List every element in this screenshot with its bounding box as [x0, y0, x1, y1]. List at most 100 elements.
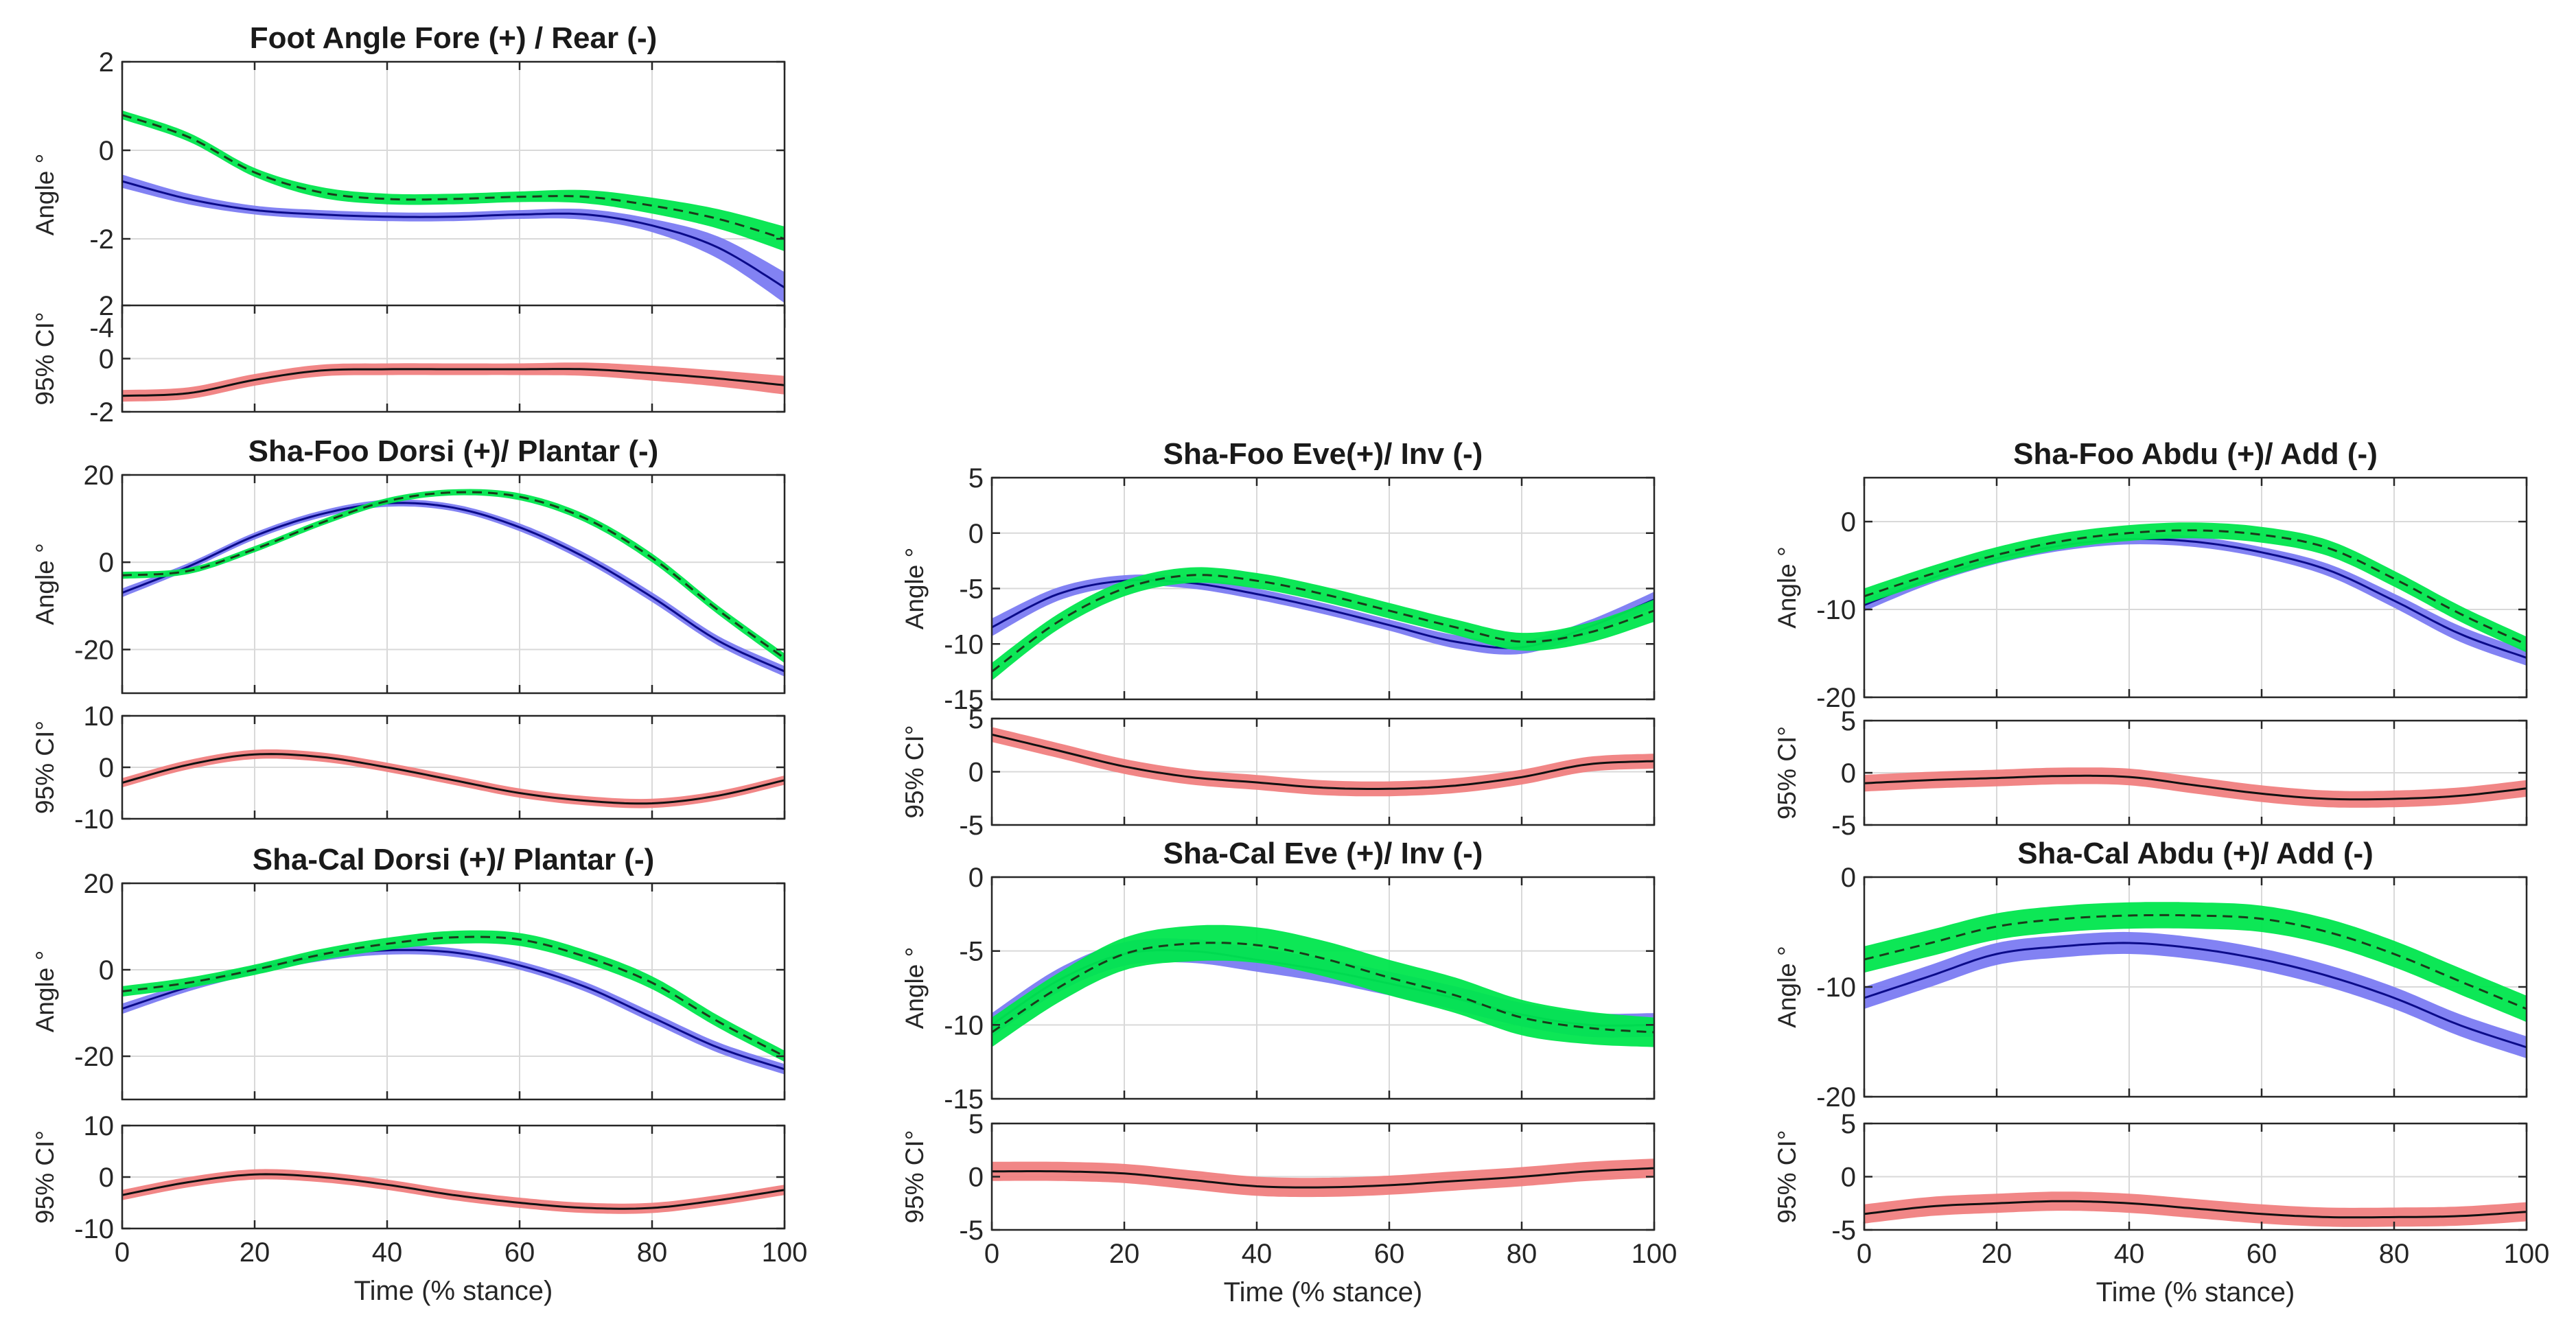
y-tick-label: -2 — [89, 397, 114, 428]
y-axis-label: Angle ° — [31, 154, 59, 236]
y-tick-label: -10 — [944, 629, 984, 660]
y-tick-label: 5 — [968, 463, 984, 493]
line-sha-foo-abdu-ci-0 — [1864, 774, 2527, 801]
panel-sha-foo-abdu-ci: -5 0 5 95% CI° — [1773, 706, 2528, 841]
y-tick-label: -20 — [1816, 1082, 1856, 1113]
y-tick-label: -10 — [74, 1214, 114, 1244]
y-tick-label: -15 — [944, 685, 984, 715]
y-axis-label: Angle ° — [1773, 546, 1801, 629]
x-tick-label: 100 — [1632, 1239, 1678, 1269]
band-sha-cal-dorsi-ci-0 — [122, 1169, 785, 1214]
line-foot-angle-ci-0 — [122, 368, 785, 397]
y-tick-label: -5 — [1831, 1215, 1856, 1246]
panel-sha-foo-dorsi-ci: -10 0 10 95% CI° — [31, 701, 786, 835]
x-tick-label: 40 — [1242, 1239, 1273, 1269]
x-axis-label: Time (% stance) — [1224, 1277, 1423, 1307]
y-tick-label: 0 — [968, 863, 984, 893]
x-tick-label: 0 — [1857, 1239, 1872, 1269]
y-tick-label: 0 — [99, 1163, 114, 1193]
y-axis-label: 95% CI° — [31, 1130, 59, 1224]
y-axis-label: Angle ° — [901, 548, 929, 630]
y-tick-label: -20 — [74, 635, 114, 665]
y-axis-label: 95% CI° — [31, 312, 59, 405]
axes-frame — [990, 876, 1656, 1100]
y-tick-label: 0 — [968, 758, 984, 788]
y-tick-label: 5 — [968, 1109, 984, 1139]
y-tick-label: 0 — [99, 955, 114, 986]
panel-foot-angle-ci: -2 0 2 95% CI° — [31, 291, 786, 428]
panel-sha-foo-eve-ci: -5 0 5 95% CI° — [901, 704, 1656, 841]
x-tick-label: 60 — [1374, 1239, 1405, 1269]
y-tick-label: 5 — [1841, 706, 1856, 736]
plot-area — [1864, 478, 2527, 697]
y-tick-label: -20 — [74, 1042, 114, 1072]
x-tick-label: 80 — [2379, 1239, 2410, 1269]
x-tick-label: 20 — [1109, 1239, 1140, 1269]
panel-title: Sha-Foo Abdu (+)/ Add (-) — [2013, 437, 2378, 471]
plot-area — [122, 883, 785, 1099]
line-sha-cal-abdu-1 — [1864, 913, 2527, 1010]
band-sha-foo-dorsi-1 — [122, 489, 785, 664]
line-sha-foo-eve-1 — [992, 574, 1654, 673]
band-sha-foo-eve-ci-0 — [992, 727, 1654, 797]
y-tick-label: 0 — [968, 1163, 984, 1193]
x-tick-label: 80 — [1507, 1239, 1538, 1269]
y-tick-label: -10 — [1816, 973, 1856, 1003]
axes-frame — [121, 882, 786, 1101]
x-tick-label: 0 — [984, 1239, 999, 1269]
y-axis-label: 95% CI° — [31, 721, 59, 814]
y-tick-label: -5 — [959, 574, 984, 605]
line-sha-cal-dorsi-ci-0 — [122, 1173, 785, 1210]
band-sha-foo-abdu-1 — [1864, 522, 2527, 653]
y-axis-label: 95% CI° — [901, 725, 929, 818]
y-tick-label: 0 — [99, 753, 114, 783]
y-tick-label: 2 — [99, 291, 114, 321]
y-tick-label: -10 — [944, 1010, 984, 1040]
band-sha-cal-dorsi-1 — [122, 930, 785, 1062]
y-tick-label: -5 — [959, 811, 984, 841]
line-sha-cal-eve-ci-0 — [992, 1167, 1654, 1189]
x-tick-label: 100 — [2504, 1239, 2550, 1269]
line-sha-cal-abdu-0 — [1864, 942, 2527, 1049]
y-tick-label: 10 — [84, 1111, 115, 1141]
x-tick-label: 40 — [2114, 1239, 2145, 1269]
x-axis-label: Time (% stance) — [354, 1276, 553, 1306]
x-tick-label: 40 — [372, 1237, 403, 1268]
y-axis-label: 95% CI° — [1773, 1130, 1801, 1223]
y-axis-label: Angle ° — [1773, 946, 1801, 1028]
x-tick-label: 60 — [2247, 1239, 2277, 1269]
line-foot-angle-0 — [122, 180, 785, 289]
x-axis-label: Time (% stance) — [2096, 1277, 2295, 1307]
y-tick-label: 2 — [99, 47, 114, 78]
panel-sha-cal-abdu: -20 -10 0 Angle ° Sha-Cal Abdu (+)/ Add (-) — [1773, 837, 2528, 1113]
line-sha-cal-eve-1 — [992, 942, 1654, 1034]
x-tick-label: 20 — [240, 1237, 270, 1268]
line-sha-foo-eve-ci-0 — [992, 733, 1654, 790]
panel-sha-cal-dorsi: -20 0 20 Angle ° Sha-Cal Dorsi (+)/ Plantar … — [31, 843, 786, 1101]
axes-frame — [1863, 476, 2528, 699]
y-axis-label: 95% CI° — [901, 1130, 929, 1223]
x-tick-label: 0 — [115, 1237, 130, 1268]
band-sha-cal-eve-ci-0 — [992, 1158, 1654, 1198]
x-tick-label: 20 — [1982, 1239, 2012, 1269]
panel-foot-angle: -4 -2 0 2 Angle ° Foot Angle Fore (+) / Rear … — [31, 21, 786, 343]
panel-sha-cal-eve: -15 -10 -5 0 Angle ° Sha-Cal Eve (+)/ Inv (-) — [901, 837, 1656, 1115]
y-tick-label: -15 — [944, 1084, 984, 1115]
y-axis-label: Angle ° — [901, 947, 929, 1029]
y-axis-label: 95% CI° — [1773, 726, 1801, 819]
band-foot-angle-ci-0 — [122, 362, 785, 402]
y-tick-label: 5 — [1841, 1109, 1856, 1139]
y-tick-label: 0 — [1841, 507, 1856, 537]
y-tick-label: 20 — [84, 869, 115, 899]
panel-title: Sha-Foo Eve(+)/ Inv (-) — [1163, 437, 1483, 471]
line-sha-foo-dorsi-0 — [122, 502, 785, 673]
y-axis-label: Angle ° — [31, 951, 59, 1033]
axes-frame — [121, 474, 786, 695]
y-tick-label: -10 — [74, 804, 114, 835]
panel-title: Sha-Cal Eve (+)/ Inv (-) — [1163, 837, 1483, 870]
y-tick-label: 0 — [99, 548, 114, 578]
line-sha-foo-abdu-1 — [1864, 529, 2527, 646]
